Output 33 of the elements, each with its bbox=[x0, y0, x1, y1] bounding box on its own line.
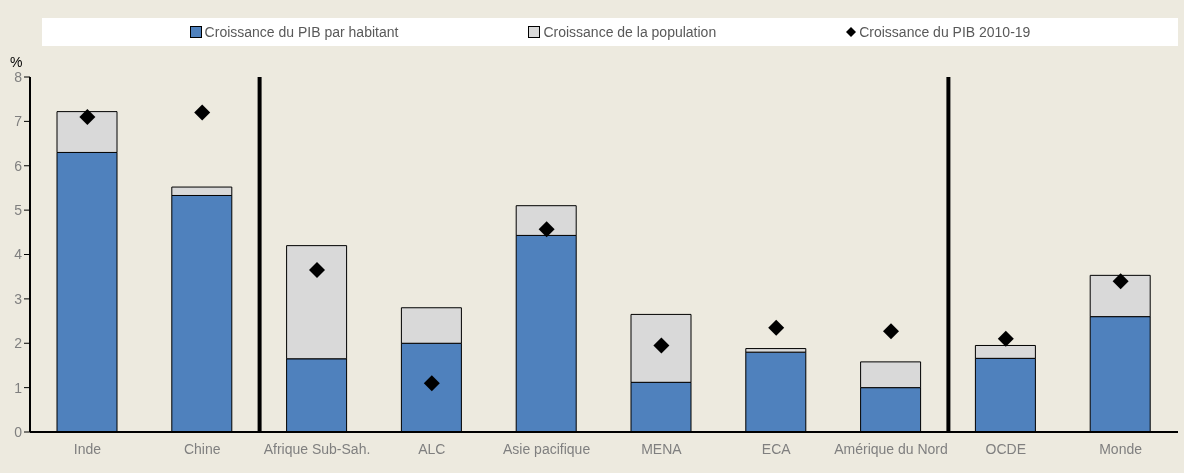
x-tick-label: Asie pacifique bbox=[503, 441, 591, 457]
x-tick-label: OCDE bbox=[985, 441, 1027, 457]
point bbox=[194, 104, 211, 121]
x-tick-label: ECA bbox=[761, 441, 792, 457]
legend-label: Croissance du PIB par habitant bbox=[203, 24, 399, 40]
point bbox=[309, 262, 325, 279]
y-axis-title: % bbox=[10, 54, 23, 70]
y-tick-label: 1 bbox=[14, 379, 23, 396]
point bbox=[883, 323, 899, 340]
y-tick-label: 3 bbox=[14, 290, 23, 307]
y-tick-label: 6 bbox=[14, 157, 23, 174]
point bbox=[79, 108, 96, 125]
x-tick-label: Monde bbox=[1099, 441, 1143, 457]
x-tick-label: ALC bbox=[418, 441, 446, 457]
legend-label: Croissance de la population bbox=[542, 24, 717, 40]
y-tick-label: 0 bbox=[14, 423, 23, 440]
y-tick-label: 5 bbox=[14, 202, 23, 219]
point bbox=[997, 330, 1014, 347]
point bbox=[768, 319, 785, 336]
point bbox=[1112, 273, 1129, 290]
point bbox=[653, 337, 670, 354]
x-tick-label: Afrique Sub-Sah. bbox=[263, 441, 371, 457]
x-tick-label: MENA bbox=[641, 441, 683, 457]
y-tick-label: 7 bbox=[14, 113, 23, 130]
y-tick-label: 8 bbox=[14, 68, 23, 85]
point bbox=[538, 221, 555, 238]
point bbox=[423, 375, 440, 392]
x-tick-label: Inde bbox=[73, 441, 102, 457]
x-tick-label: Amérique du Nord bbox=[834, 441, 948, 457]
legend-label: Croissance du PIB 2010-19 bbox=[858, 24, 1031, 40]
y-tick-label: 4 bbox=[14, 246, 23, 263]
x-tick-label: Chine bbox=[183, 441, 221, 457]
y-tick-label: 2 bbox=[14, 335, 23, 352]
